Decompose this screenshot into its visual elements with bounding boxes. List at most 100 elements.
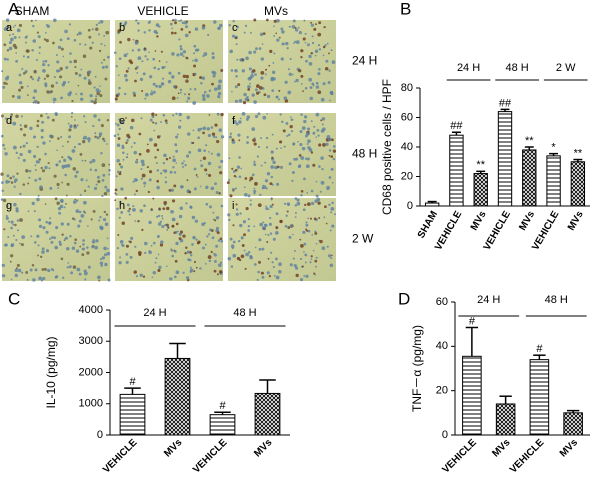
cell [170,31,174,35]
cell [265,68,268,71]
cell [257,270,261,274]
cell [32,135,37,139]
cell [19,152,23,157]
cell [75,209,80,214]
cell [255,91,260,95]
cell [306,43,310,47]
bar [473,173,488,207]
cell [199,267,202,270]
cell [95,27,99,31]
cell [96,91,100,96]
bar [119,393,146,436]
cell [151,112,155,116]
cell [212,135,216,138]
cell [166,206,170,211]
cell [120,187,124,191]
cell [10,243,15,247]
cell [99,215,102,219]
cell [241,244,245,247]
cell [274,165,278,170]
cell [289,263,293,267]
cell [37,194,40,197]
cell [243,249,246,252]
cell [298,69,302,73]
cell [300,244,304,248]
cell [184,33,189,38]
cell [292,142,296,146]
cell [178,214,183,219]
cell [262,86,264,89]
cell [57,206,62,211]
cell [177,71,181,75]
cell [10,181,14,184]
cell [173,231,176,234]
cell [328,149,332,152]
cell [53,76,56,79]
cell [249,176,254,181]
cell [10,226,13,230]
cell [122,158,125,161]
cell [149,118,153,122]
cell [201,222,205,227]
cell [308,54,312,59]
x-tick-label: VEHICLE [191,437,230,476]
cell [79,245,82,248]
cell [52,97,57,102]
cell [119,171,122,173]
cell [117,133,120,136]
cell [82,210,86,213]
cell [306,131,310,136]
cell [315,112,320,117]
cell [140,117,143,120]
cell [167,226,170,229]
cell [115,65,118,68]
cell [149,75,153,79]
cell [42,226,46,230]
cell [181,185,184,189]
cell [9,260,12,263]
cell [42,60,45,63]
cell [87,79,91,82]
cell [232,169,236,173]
cell [116,123,120,127]
cell [171,224,175,228]
cell [199,185,202,188]
cell [181,21,185,25]
cell [44,152,47,156]
cell [182,165,185,168]
cell [74,174,78,178]
cell [297,140,299,143]
cell [36,119,40,123]
cell [218,128,223,132]
cell [66,182,70,186]
cell [193,167,197,171]
cell [84,278,87,281]
cell [283,145,286,148]
cell [42,141,46,145]
cell [246,95,249,99]
cell [97,33,101,36]
cell [62,276,65,280]
cell [42,63,46,67]
cell [62,145,64,148]
cell [56,69,60,73]
cell [120,120,125,124]
cell [314,54,317,57]
cell [44,59,48,63]
cell [162,207,166,211]
cell [164,66,166,68]
cell [163,201,168,205]
cell [116,158,120,163]
cell [263,93,267,97]
cell [175,241,179,246]
cell [118,86,121,90]
cell [235,203,238,206]
cell [216,231,220,235]
cell [206,127,211,131]
cell [303,275,306,277]
bar [529,359,550,436]
cell [139,273,143,277]
cell [53,174,57,178]
cell [68,23,71,26]
cell [5,214,8,218]
